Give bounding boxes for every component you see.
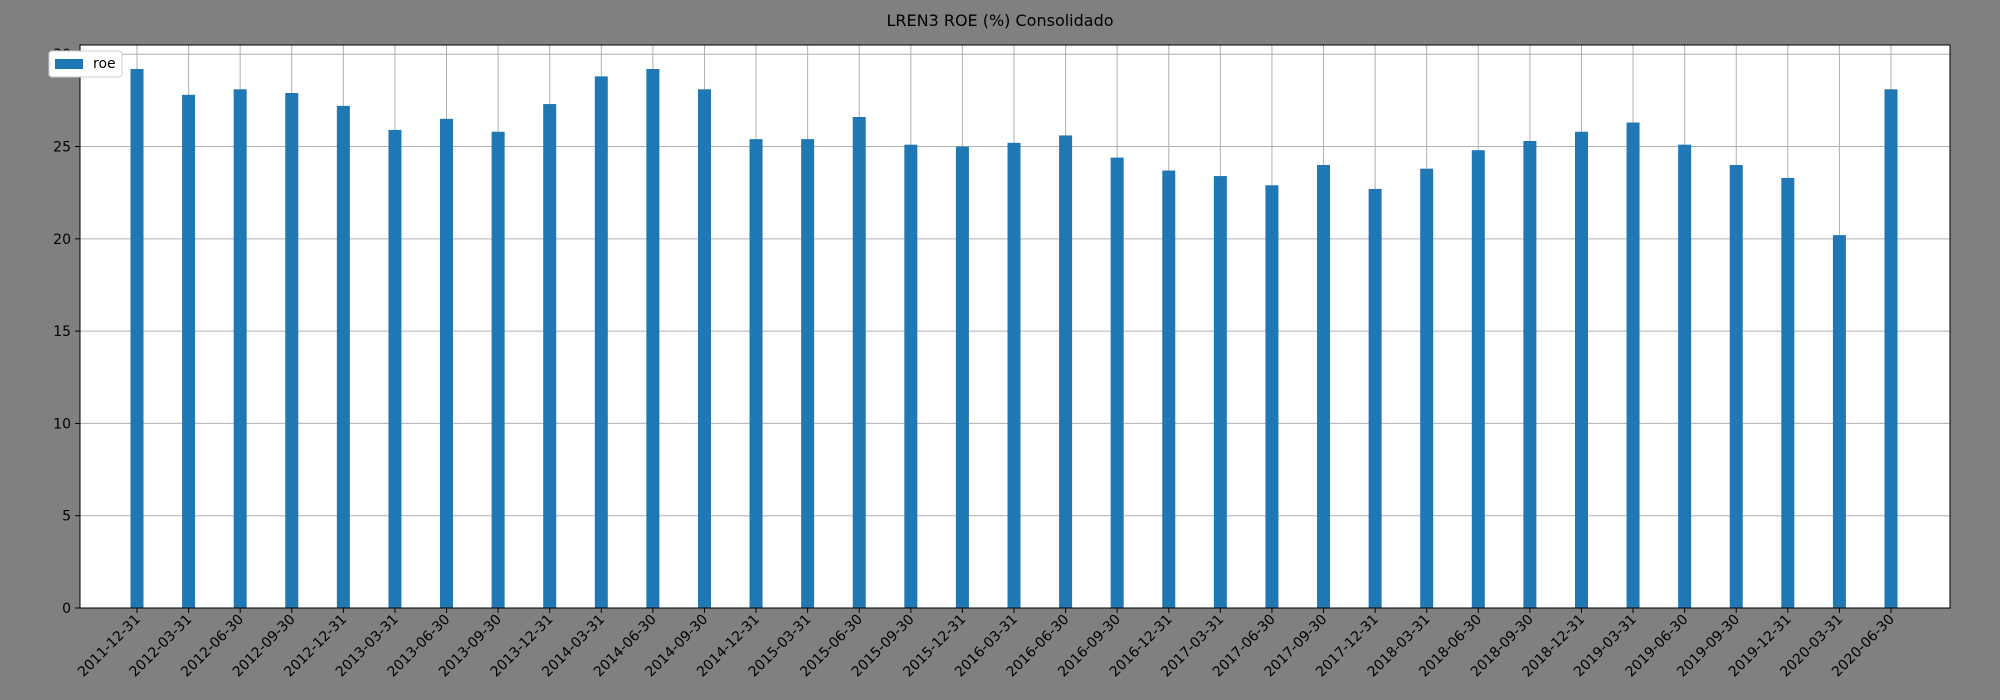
bar	[1368, 188, 1382, 608]
bar	[1523, 140, 1537, 609]
bar	[440, 118, 454, 609]
legend: roe	[48, 50, 123, 78]
legend-box	[48, 50, 123, 78]
x-axis: 2011-12-312012-03-312012-06-302012-09-30…	[75, 608, 1898, 680]
bar	[491, 131, 505, 608]
y-tick-label: 10	[53, 416, 71, 432]
legend-label: roe	[93, 56, 116, 72]
bar	[130, 68, 144, 609]
bar	[1265, 185, 1279, 609]
legend-swatch	[55, 59, 83, 69]
bar	[749, 139, 763, 608]
bar	[543, 104, 557, 609]
bar	[1678, 144, 1692, 608]
bar	[852, 116, 866, 608]
bar	[1884, 89, 1898, 608]
y-tick-label: 0	[62, 601, 71, 617]
bar	[1059, 135, 1073, 609]
bar	[336, 105, 350, 608]
bar	[1574, 131, 1588, 608]
bar	[594, 76, 608, 609]
bar	[801, 139, 815, 608]
bar	[697, 89, 711, 608]
bar	[646, 68, 660, 609]
bar	[1832, 235, 1846, 608]
bar	[1162, 170, 1176, 609]
bar	[904, 144, 918, 608]
bar	[388, 129, 402, 608]
bar	[1007, 142, 1021, 608]
y-tick-label: 20	[53, 232, 71, 248]
bar	[1626, 122, 1640, 609]
y-axis: 051015202530	[53, 47, 80, 617]
bar	[1420, 168, 1434, 608]
bar	[1471, 150, 1485, 608]
bars	[130, 68, 1898, 609]
y-tick-label: 25	[53, 140, 71, 156]
plot-frame	[79, 44, 1951, 609]
chart-title: LREN3 ROE (%) Consolidado	[886, 11, 1113, 30]
bar	[285, 92, 299, 608]
bar	[1110, 157, 1124, 608]
bar	[233, 89, 247, 608]
y-tick-label: 5	[62, 509, 71, 525]
bar	[1729, 164, 1743, 608]
bar	[955, 146, 969, 608]
bar	[182, 94, 196, 608]
y-tick-label: 15	[53, 324, 71, 340]
bar	[1213, 176, 1227, 608]
bar	[1317, 164, 1331, 608]
bar	[1781, 177, 1795, 609]
